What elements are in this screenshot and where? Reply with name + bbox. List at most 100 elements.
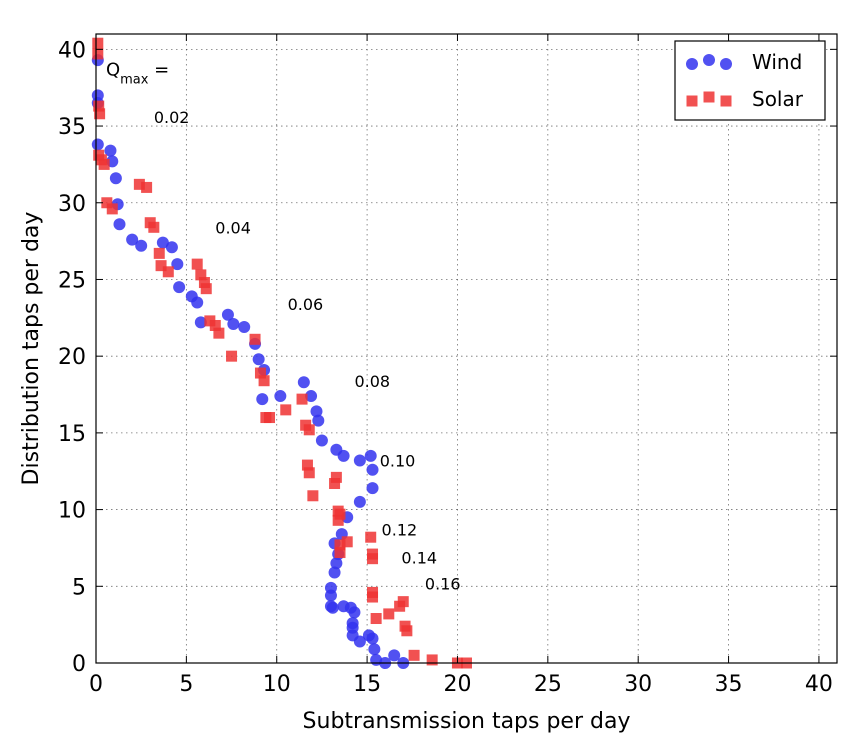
point-solar [191, 258, 203, 270]
x-tick-label: 30 [624, 672, 652, 697]
point-solar [213, 327, 225, 339]
point-solar [303, 467, 315, 479]
legend-marker-solar [686, 95, 698, 107]
y-tick-label: 35 [58, 115, 86, 140]
point-wind [353, 495, 366, 508]
point-wind [227, 317, 240, 330]
point-wind [91, 138, 104, 151]
legend-markers [686, 54, 732, 107]
y-tick-label: 25 [58, 268, 86, 293]
point-solar [334, 539, 346, 551]
point-wind [173, 281, 186, 294]
point-wind [156, 236, 169, 249]
axis-ticks: 0 5 10 15 20 25 30 35 40 0 5 10 15 20 25 30 35 40 [58, 34, 837, 697]
point-wind [274, 390, 287, 403]
qmax-value-label: 0.04 [215, 218, 251, 237]
point-wind [324, 589, 337, 602]
point-solar [101, 197, 113, 209]
point-wind [256, 393, 269, 406]
point-solar [249, 333, 261, 345]
point-solar [367, 553, 379, 565]
point-solar [133, 178, 145, 190]
qmax-subscript: max [120, 72, 149, 87]
legend-label-wind: Wind [752, 50, 802, 74]
point-solar [307, 490, 319, 502]
x-tick-label: 15 [353, 672, 381, 697]
point-solar [341, 536, 353, 548]
qmax-annotation-title: Qmax = [106, 59, 169, 87]
point-solar [153, 247, 165, 259]
point-solar [367, 591, 379, 603]
point-solar [155, 260, 167, 272]
point-wind [104, 144, 117, 157]
point-solar [258, 375, 270, 387]
point-wind [353, 635, 366, 648]
point-solar [334, 547, 346, 559]
x-tick-label: 20 [443, 672, 471, 697]
y-axis-label: Distribution taps per day [19, 212, 44, 486]
legend-marker-wind [703, 54, 715, 66]
x-tick-label: 5 [179, 672, 193, 697]
qmax-value-label: 0.02 [154, 108, 190, 127]
point-solar [254, 367, 266, 379]
point-solar [94, 108, 106, 120]
point-solar [426, 654, 438, 666]
point-solar [106, 203, 118, 215]
x-tick-label: 10 [263, 672, 291, 697]
point-wind [165, 241, 178, 254]
point-wind [330, 557, 343, 570]
point-solar [330, 471, 342, 483]
point-solar [148, 221, 160, 233]
point-wind [113, 218, 126, 231]
point-solar [301, 459, 313, 471]
qmax-value-label: 0.10 [380, 452, 416, 471]
point-solar [296, 393, 308, 405]
point-wind [366, 463, 379, 476]
qmax-value-label: 0.14 [401, 548, 437, 567]
point-wind [315, 434, 328, 447]
y-tick-label: 20 [58, 345, 86, 370]
legend-marker-solar [703, 91, 715, 103]
y-tick-label: 10 [58, 499, 86, 524]
point-wind [305, 390, 318, 403]
point-solar [401, 625, 413, 637]
point-wind [312, 414, 325, 427]
qmax-value-label: 0.08 [354, 372, 390, 391]
point-wind [328, 566, 341, 579]
point-solar [334, 508, 346, 520]
point-wind [368, 643, 381, 656]
qmax-main: Q [106, 59, 120, 80]
point-wind [348, 606, 361, 619]
legend-marker-wind [686, 58, 698, 70]
legend: Wind Solar [674, 40, 826, 121]
legend-box [674, 40, 826, 121]
point-solar [397, 596, 409, 608]
point-solar [383, 608, 395, 620]
point-wind [126, 233, 139, 246]
legend-label-solar: Solar [752, 87, 804, 111]
point-wind [326, 601, 339, 614]
point-solar [92, 37, 104, 49]
y-tick-label: 0 [72, 652, 86, 677]
point-wind [366, 632, 379, 645]
x-tick-label: 0 [89, 672, 103, 697]
point-solar [329, 478, 341, 490]
point-solar [200, 283, 212, 295]
x-tick-label: 35 [715, 672, 743, 697]
y-tick-label: 15 [58, 422, 86, 447]
qmax-value-label: 0.16 [425, 574, 461, 593]
point-solar [226, 350, 238, 362]
plot-frame [95, 33, 838, 664]
annotations: Qmax = 0.02 0.04 0.06 0.08 0.10 0.12 0.14 0.16 [106, 59, 461, 593]
y-tick-label: 30 [58, 192, 86, 217]
point-wind [252, 353, 265, 366]
point-wind [191, 296, 204, 309]
point-wind [194, 316, 207, 329]
point-wind [171, 258, 184, 271]
qmax-value-label: 0.06 [288, 295, 324, 314]
point-solar [370, 613, 382, 625]
y-tick-label: 40 [58, 38, 86, 63]
grid-lines [95, 34, 837, 664]
point-solar [280, 404, 292, 416]
